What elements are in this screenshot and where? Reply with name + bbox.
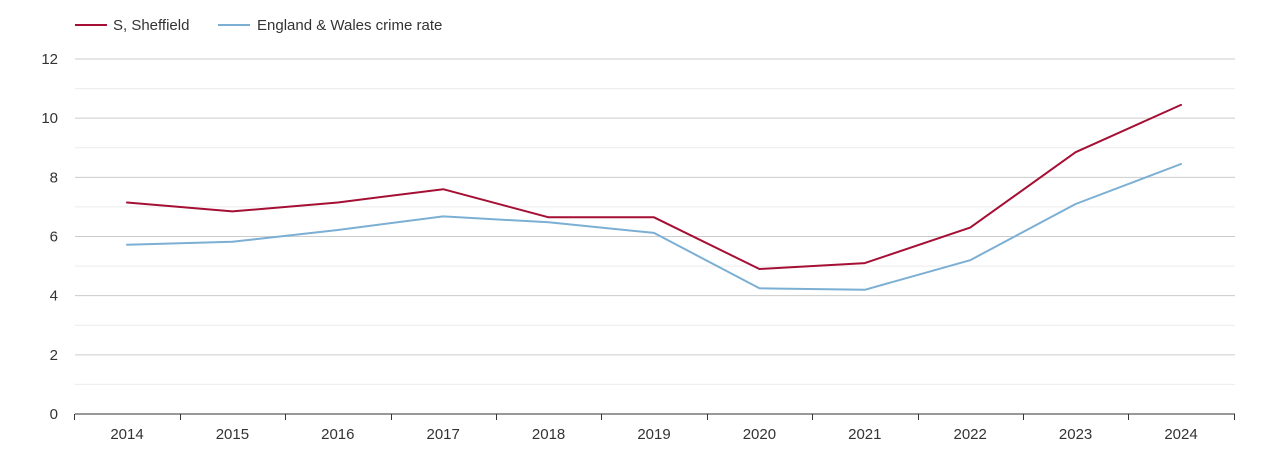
gridlines [75,58,1235,385]
x-tick-label: 2021 [848,426,881,443]
data-point[interactable] [756,285,762,291]
data-point[interactable] [756,266,762,272]
data-point[interactable] [229,239,235,245]
y-tick-label: 10 [41,110,58,127]
y-tick-label: 12 [41,51,58,68]
y-axis: 0 2 4 6 8 10 12 [41,51,58,423]
data-point[interactable] [967,257,973,263]
x-tick-label: 2019 [637,426,670,443]
data-point[interactable] [440,213,446,219]
data-point[interactable] [862,260,868,266]
series-line-england-wales [126,163,1182,291]
legend-label-england-wales: England & Wales crime rate [257,17,442,34]
data-point[interactable] [967,225,973,231]
data-point[interactable] [229,208,235,214]
x-tick-label: 2020 [743,426,776,443]
x-tick-label: 2022 [954,426,987,443]
data-point[interactable] [651,230,657,236]
x-tick-label: 2016 [321,426,354,443]
data-point[interactable] [440,186,446,192]
data-point[interactable] [335,199,341,205]
x-tick-label: 2018 [532,426,565,443]
data-point[interactable] [1073,149,1079,155]
series-line-sheffield [126,103,1182,270]
x-tick-label: 2024 [1164,426,1197,443]
y-tick-label: 8 [50,169,58,186]
legend-item-england-wales[interactable]: England & Wales crime rate [218,17,442,34]
legend-label-sheffield: S, Sheffield [113,17,189,34]
y-tick-label: 0 [50,406,58,423]
data-point[interactable] [1178,102,1184,108]
data-point[interactable] [862,287,868,293]
y-tick-label: 2 [50,347,58,364]
data-point[interactable] [335,227,341,233]
data-point[interactable] [124,242,130,248]
x-tick-label: 2015 [216,426,249,443]
data-point[interactable] [124,199,130,205]
y-tick-label: 6 [50,229,58,246]
data-point[interactable] [651,214,657,220]
x-tick-label: 2014 [110,426,143,443]
legend-item-sheffield[interactable]: S, Sheffield [75,17,189,34]
data-point[interactable] [1073,201,1079,207]
x-axis: 2014 2015 2016 2017 2018 2019 2020 2021 2022 2023… [74,413,1235,443]
legend: S, Sheffield England & Wales crime rate [75,17,442,34]
series-layer [124,102,1184,293]
data-point[interactable] [546,214,552,220]
data-point[interactable] [1178,161,1184,167]
x-tick-label: 2023 [1059,426,1092,443]
x-tick-label: 2017 [427,426,460,443]
y-tick-label: 4 [50,288,58,305]
